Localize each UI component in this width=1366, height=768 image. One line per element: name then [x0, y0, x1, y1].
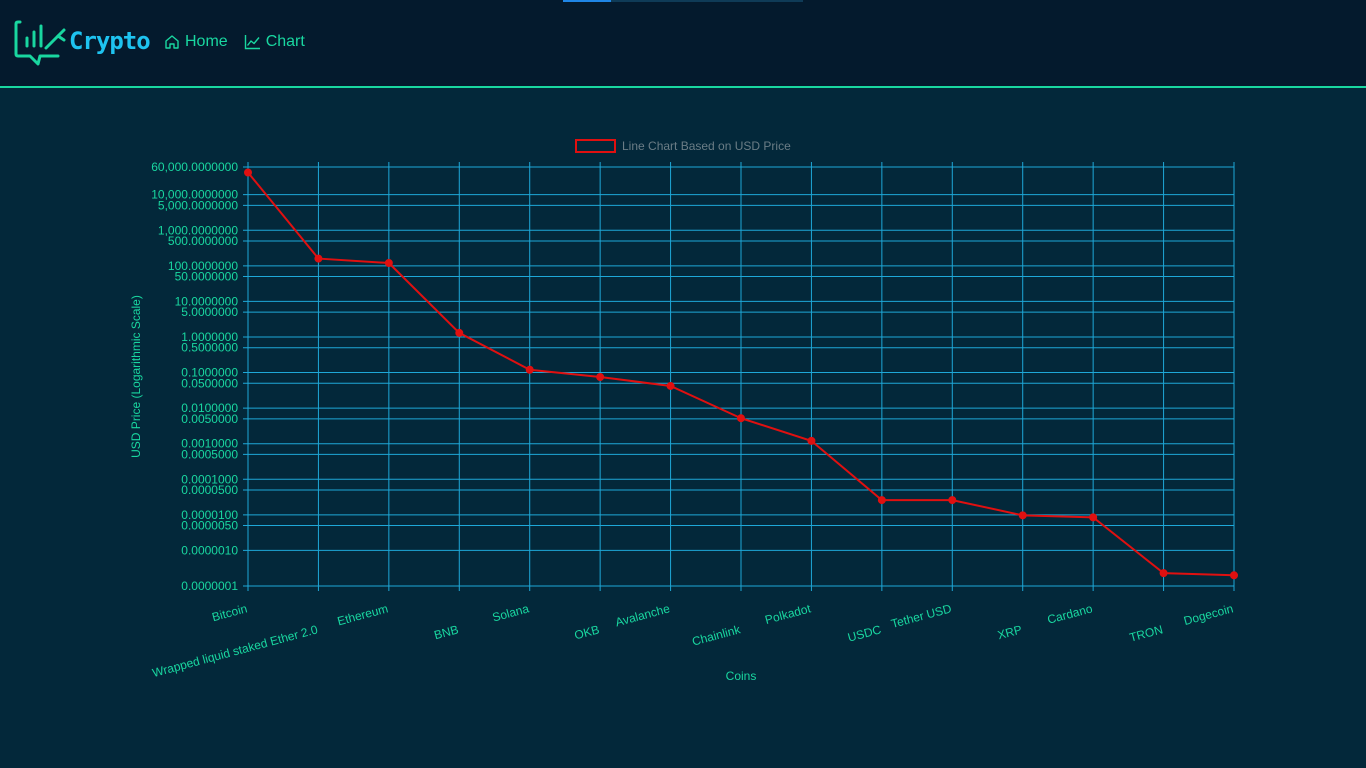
- y-tick-label: 5.0000000: [181, 305, 238, 319]
- y-tick-label: 5,000.0000000: [158, 198, 238, 212]
- nav-chart-label: Chart: [265, 33, 305, 50]
- y-tick-label: 0.0100000: [181, 401, 238, 415]
- line-chart-icon: [244, 35, 260, 50]
- x-tick-label: BNB: [433, 622, 460, 642]
- data-point: [948, 496, 957, 505]
- legend-label: Line Chart Based on USD Price: [622, 139, 791, 153]
- x-axis-title: Coins: [726, 669, 757, 683]
- y-tick-label: 0.0000500: [181, 483, 238, 497]
- nav-home[interactable]: Home: [164, 33, 228, 51]
- x-tick-label: Tether USD: [890, 601, 954, 631]
- y-tick-label: 0.0000100: [181, 508, 238, 522]
- legend-swatch: [575, 139, 616, 153]
- y-tick-label: 0.0000050: [181, 519, 238, 533]
- y-tick-label: 50.0000000: [175, 270, 239, 284]
- brand-name: Crypto: [69, 27, 151, 55]
- data-point: [596, 372, 605, 381]
- x-tick-label: XRP: [996, 622, 1023, 642]
- x-tick-label: USDC: [846, 622, 883, 644]
- x-tick-label: Cardano: [1046, 601, 1094, 627]
- y-tick-label: 0.0010000: [181, 437, 238, 451]
- loading-progress-bar: [563, 0, 803, 2]
- data-point: [244, 168, 252, 177]
- brand-logo[interactable]: Crypto: [14, 18, 151, 68]
- data-point: [455, 328, 464, 337]
- y-tick-label: 10,000.0000000: [151, 188, 238, 202]
- data-point: [807, 436, 816, 445]
- y-axis-title: USD Price (Logarithmic Scale): [129, 295, 143, 458]
- x-tick-label: Wrapped liquid staked Ether 2.0: [151, 622, 320, 680]
- y-tick-label: 500.0000000: [168, 234, 238, 248]
- chart-logo-icon: [14, 20, 66, 66]
- y-tick-label: 0.5000000: [181, 341, 238, 355]
- x-tick-label: Bitcoin: [210, 601, 248, 624]
- data-point: [1089, 513, 1098, 522]
- y-tick-label: 1.0000000: [181, 330, 238, 344]
- top-navbar: Crypto Home Chart: [0, 0, 1366, 88]
- y-tick-label: 100.0000000: [168, 259, 238, 273]
- data-point: [666, 381, 675, 390]
- y-tick-label: 10.0000000: [175, 294, 239, 308]
- data-point: [525, 365, 534, 374]
- y-tick-label: 0.0000001: [181, 579, 238, 593]
- x-tick-label: Ethereum: [336, 601, 390, 628]
- data-point: [1230, 571, 1238, 580]
- nav-chart[interactable]: Chart: [244, 33, 305, 51]
- home-icon: [165, 35, 179, 49]
- data-point: [314, 254, 323, 263]
- x-tick-label: Polkadot: [763, 601, 812, 627]
- data-point: [384, 259, 393, 268]
- y-tick-label: 0.0001000: [181, 472, 238, 486]
- y-tick-label: 1,000.0000000: [158, 223, 238, 237]
- y-tick-label: 60,000.0000000: [151, 160, 238, 174]
- main-nav: Home Chart: [164, 33, 305, 51]
- x-tick-label: TRON: [1128, 622, 1164, 644]
- x-tick-label: Solana: [491, 601, 531, 624]
- data-point: [1018, 511, 1027, 520]
- y-tick-label: 0.0005000: [181, 447, 238, 461]
- y-tick-label: 0.0050000: [181, 412, 238, 426]
- nav-home-label: Home: [185, 33, 228, 50]
- data-point: [877, 496, 886, 505]
- y-tick-label: 0.1000000: [181, 366, 238, 380]
- y-tick-label: 0.0500000: [181, 376, 238, 390]
- x-tick-label: OKB: [573, 622, 601, 642]
- y-tick-label: 0.0000010: [181, 543, 238, 557]
- x-tick-label: Chainlink: [690, 622, 742, 649]
- usd-price-line-chart: 60,000.0000000 10,000.00000005,000.000000…: [129, 139, 1238, 683]
- data-point: [737, 414, 745, 423]
- x-tick-label: Dogecoin: [1182, 601, 1235, 628]
- data-point: [1159, 569, 1168, 578]
- x-tick-label: Avalanche: [614, 601, 672, 629]
